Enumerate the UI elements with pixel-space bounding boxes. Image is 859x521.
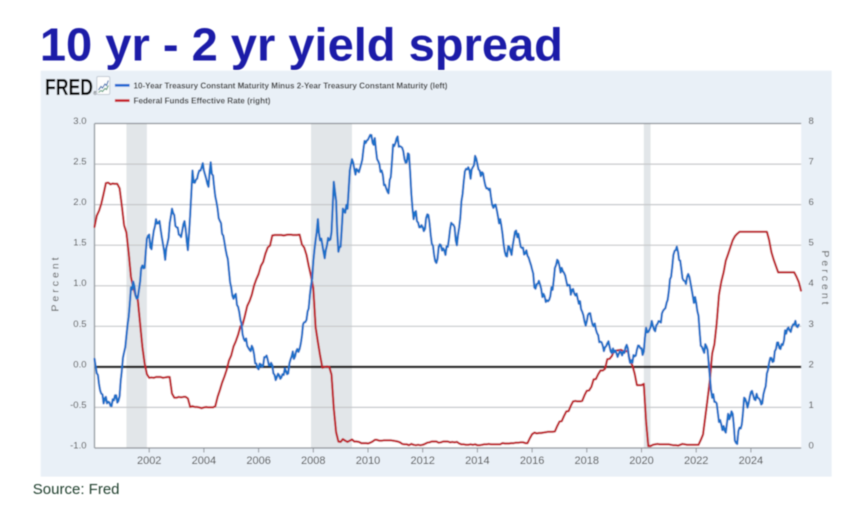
svg-text:FRED: FRED: [45, 74, 93, 100]
svg-text:2.5: 2.5: [73, 157, 86, 168]
svg-text:7: 7: [809, 157, 814, 168]
svg-text:6: 6: [809, 197, 814, 208]
svg-text:0.5: 0.5: [73, 319, 86, 330]
svg-text:10-Year Treasury Constant Matu: 10-Year Treasury Constant Maturity Minus…: [134, 80, 448, 90]
svg-text:3: 3: [809, 319, 814, 330]
svg-text:1.0: 1.0: [73, 278, 86, 289]
svg-text:2012: 2012: [410, 455, 434, 467]
svg-text:2022: 2022: [684, 455, 708, 467]
svg-text:3.0: 3.0: [73, 116, 86, 127]
svg-text:2006: 2006: [246, 455, 270, 467]
svg-text:2004: 2004: [192, 455, 216, 467]
svg-text:Percent: Percent: [819, 250, 831, 307]
svg-text:10 yr - 2 yr yield spread: 10 yr - 2 yr yield spread: [40, 19, 563, 71]
svg-text:4: 4: [809, 278, 814, 289]
svg-text:2024: 2024: [739, 455, 763, 467]
svg-text:-1.0: -1.0: [70, 441, 86, 452]
svg-text:1.5: 1.5: [73, 238, 86, 249]
svg-text:Percent: Percent: [50, 254, 62, 311]
svg-text:-0.5: -0.5: [70, 400, 86, 411]
svg-text:0: 0: [809, 441, 814, 452]
svg-text:2002: 2002: [137, 455, 161, 467]
svg-text:2010: 2010: [356, 455, 380, 467]
svg-text:0.0: 0.0: [73, 359, 86, 370]
svg-text:2008: 2008: [301, 455, 325, 467]
svg-text:®: ®: [93, 90, 97, 97]
svg-text:1: 1: [809, 400, 814, 411]
svg-text:2020: 2020: [629, 455, 653, 467]
svg-text:2016: 2016: [520, 455, 544, 467]
svg-text:2014: 2014: [465, 455, 489, 467]
svg-text:2: 2: [809, 359, 814, 370]
svg-text:2018: 2018: [575, 455, 599, 467]
svg-text:Source: Fred: Source: Fred: [33, 481, 120, 498]
svg-text:8: 8: [809, 116, 814, 127]
svg-text:5: 5: [809, 238, 814, 249]
svg-text:Federal Funds Effective Rate (: Federal Funds Effective Rate (right): [134, 96, 271, 106]
svg-text:2.0: 2.0: [73, 197, 86, 208]
